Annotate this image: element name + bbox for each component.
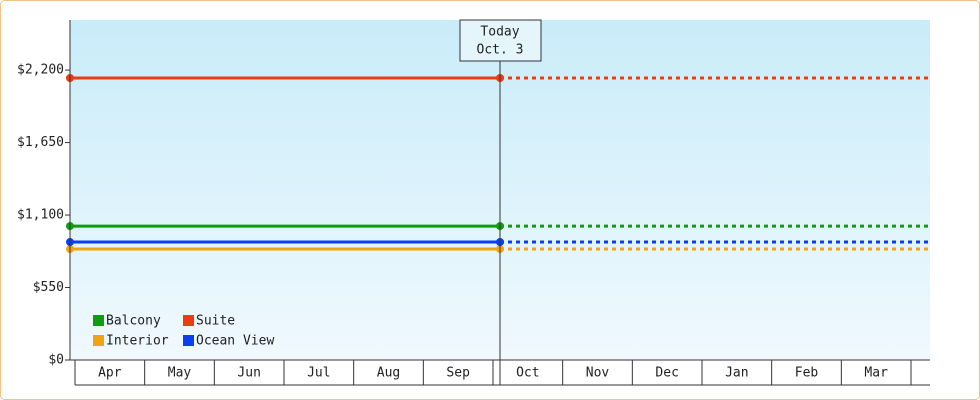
x-tick-label: Jan	[725, 366, 748, 381]
y-tick-label: $1,100	[17, 208, 64, 223]
y-tick-label: $0	[48, 353, 64, 368]
x-tick-label: Feb	[795, 366, 819, 381]
y-tick-label: $550	[33, 280, 64, 295]
x-tick-label: Dec	[655, 366, 678, 381]
legend-swatch	[93, 315, 104, 326]
today-box	[459, 19, 542, 62]
x-tick-label: Apr	[98, 366, 122, 381]
x-tick-label: Mar	[864, 366, 888, 381]
y-tick-label: $1,650	[17, 135, 64, 150]
today-label: Today	[480, 25, 519, 40]
legend-swatch	[183, 315, 194, 326]
legend-label: Ocean View	[196, 334, 274, 349]
today-date: Oct. 3	[477, 43, 524, 58]
legend-swatch	[93, 335, 104, 346]
x-tick-label: Oct	[516, 366, 539, 381]
y-tick-label: $2,200	[17, 63, 64, 78]
x-tick-label: Nov	[586, 366, 610, 381]
legend-label: Suite	[196, 314, 235, 329]
legend-label: Interior	[106, 334, 169, 349]
x-tick-label: Sep	[446, 366, 470, 381]
x-tick-label: May	[168, 366, 192, 381]
x-tick-label: Jul	[307, 366, 330, 381]
x-tick-label: Aug	[377, 366, 400, 381]
x-tick-label: Jun	[237, 366, 260, 381]
legend-swatch	[183, 335, 194, 346]
legend-label: Balcony	[106, 314, 161, 329]
